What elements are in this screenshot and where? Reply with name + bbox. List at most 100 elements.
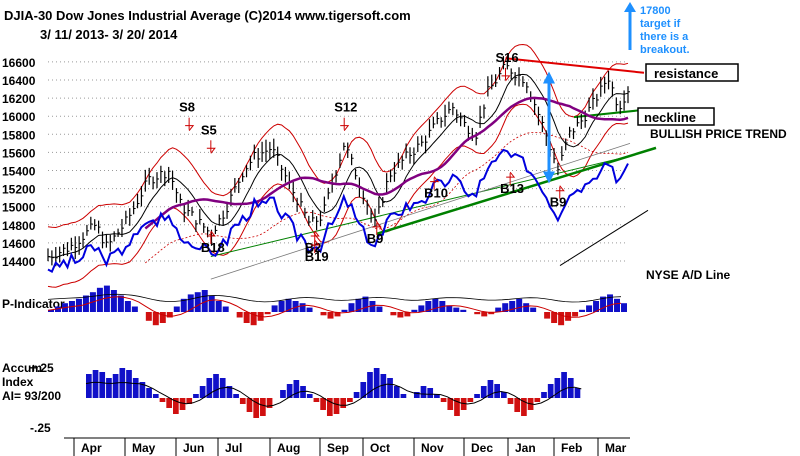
- p-indicator-bar: [131, 306, 138, 312]
- x-tick-label: Dec: [471, 441, 493, 455]
- accum-bar: [460, 398, 467, 410]
- p-indicator-bar: [145, 312, 152, 321]
- p-indicator-line: [47, 293, 622, 303]
- x-tick-label: Apr: [81, 441, 102, 455]
- p-indicator-bar: [418, 305, 425, 312]
- signal-s5-label: S5: [201, 122, 217, 137]
- y-tick-label: 15200: [2, 183, 36, 197]
- resistance-line: [505, 57, 645, 74]
- p-indicator-bar: [460, 309, 467, 312]
- p-indicator-bar: [215, 301, 222, 312]
- p-indicator-bar: [334, 312, 341, 317]
- accum-bar: [420, 386, 427, 398]
- p-indicator-bar: [432, 298, 439, 312]
- bullish-trend-line: [376, 146, 657, 236]
- signal-arrow-head: [430, 176, 440, 183]
- date-range: 3/ 11/ 2013- 3/ 20/ 2014: [40, 27, 178, 42]
- accum-bar: [454, 398, 460, 416]
- y-tick-label: 14800: [2, 219, 36, 233]
- signal-arrow-head: [372, 221, 382, 228]
- accum-bar: [226, 386, 233, 398]
- accum-bar: [474, 394, 480, 398]
- accum-bar: [373, 368, 380, 398]
- accum-bar: [206, 378, 213, 398]
- p-indicator-bar: [495, 307, 502, 312]
- p-indicator-bar: [159, 312, 166, 323]
- p-indicator-bar: [292, 301, 299, 312]
- accum-bar: [286, 384, 293, 398]
- signal-arrow-head: [555, 185, 565, 192]
- x-tick-label: Jul: [225, 441, 242, 455]
- accum-bar: [213, 374, 219, 398]
- accum-bar: [186, 398, 193, 404]
- accum-bar: [293, 380, 300, 398]
- x-axis: Apr May Jun Jul Aug Sep Oct Nov Dec Jan Feb Mar: [64, 437, 630, 456]
- p-indicator-bar: [208, 295, 215, 312]
- p-indicator-bar: [236, 312, 243, 318]
- accum-bar: [326, 398, 333, 416]
- accum-bar: [280, 390, 286, 398]
- accum-bar: [534, 398, 541, 402]
- bollinger-bands: [47, 43, 629, 288]
- signal-b10-label: B10: [424, 186, 448, 201]
- chart-title: DJIA-30 Dow Jones Industrial Average (C)…: [4, 8, 411, 23]
- p-indicator-bar: [544, 312, 551, 319]
- p-indicator-bar: [593, 301, 600, 312]
- accum-bar: [159, 398, 166, 402]
- p-indicator-bar: [586, 305, 593, 312]
- x-tick-label: Feb: [561, 441, 582, 455]
- long-trend-line: [210, 156, 627, 257]
- accum-index-bars: [85, 368, 582, 418]
- swing-arrow-bottom: [543, 171, 555, 184]
- signal-arrow-head: [501, 75, 511, 82]
- p-indicator-bar: [124, 301, 131, 312]
- upper-band: [47, 43, 629, 229]
- accum-bar: [166, 398, 173, 408]
- p-indicator-bar: [327, 312, 334, 319]
- accum-bar: [434, 394, 440, 398]
- accum-bar: [353, 392, 360, 398]
- p-indicator-bar: [110, 290, 117, 312]
- y-tick-label: 15800: [2, 128, 36, 142]
- p-indicator-bar: [194, 292, 201, 312]
- accum-bar: [494, 384, 500, 398]
- p-indicator-bar: [446, 305, 453, 312]
- trend-lines: [210, 57, 657, 280]
- p-indicator-bar: [103, 285, 110, 312]
- nyse-ad-line: [47, 148, 629, 273]
- p-indicator-bar: [488, 312, 495, 315]
- signal-arrow-head: [310, 239, 320, 246]
- ad-trend-line: [559, 209, 649, 266]
- p-indicator-bar: [264, 312, 271, 315]
- accum-bar: [347, 398, 353, 402]
- accum-bar: [574, 388, 581, 398]
- annotations: 17800 target if there is a breakout. resista…: [543, 2, 787, 282]
- accum-ma-line: [85, 381, 582, 407]
- resistance-box: [645, 63, 739, 82]
- accum-bar: [239, 398, 246, 404]
- accum-bar: [567, 378, 574, 398]
- p-indicator-bar: [117, 295, 124, 312]
- x-tick-label: Nov: [421, 441, 444, 455]
- p-indicator-bar: [614, 298, 621, 312]
- p-indicator-bar: [502, 303, 509, 312]
- accum-bar: [487, 380, 494, 398]
- y-tick-label: 14600: [2, 237, 36, 251]
- ma-short-line: [47, 73, 629, 258]
- accum-bar: [360, 382, 367, 398]
- p-indicator-bar: [285, 298, 292, 312]
- accum-bar: [507, 398, 514, 404]
- accum-bar: [139, 382, 146, 398]
- p-indicator-bar: [509, 301, 516, 312]
- accum-label-1: Accum: [2, 361, 42, 375]
- p-indicator-bar: [376, 306, 383, 312]
- accum-bar: [233, 394, 239, 398]
- p-indicator-bar: [572, 312, 579, 317]
- accum-bar: [193, 394, 199, 398]
- accum-bar: [514, 398, 521, 412]
- accum-bar: [152, 394, 159, 398]
- p-indicator-bar: [516, 298, 523, 312]
- accum-bar: [92, 370, 99, 398]
- x-tick-label: Aug: [277, 441, 300, 455]
- y-tick-label: 15600: [2, 146, 36, 160]
